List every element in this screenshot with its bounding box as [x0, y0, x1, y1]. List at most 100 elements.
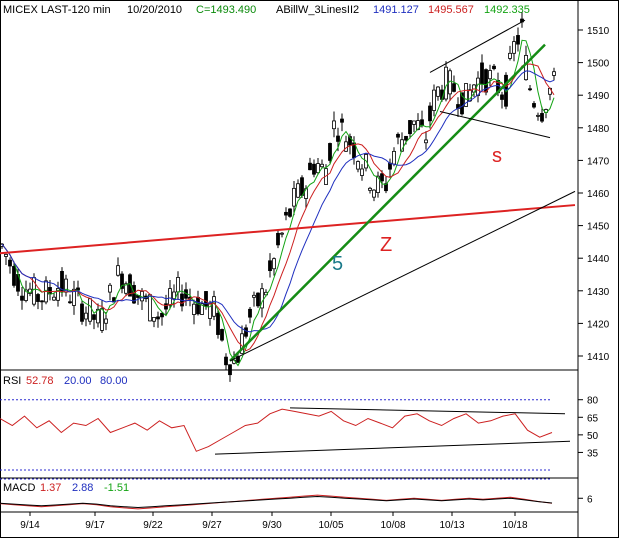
candle-body: [368, 187, 372, 191]
candle-body: [488, 70, 492, 80]
annotation-five: 5: [332, 253, 343, 275]
price-tick-label: 1410: [587, 352, 610, 363]
candle-body: [432, 89, 436, 111]
candle-body: [380, 173, 384, 182]
header-date: 10/20/2010: [127, 4, 182, 16]
candle-body: [316, 163, 320, 174]
candle-body: [284, 211, 288, 216]
candle-body: [156, 316, 160, 320]
candle-body: [424, 139, 428, 144]
price-tick-label: 1450: [587, 222, 610, 233]
price-tick-label: 1460: [587, 189, 610, 200]
candle-body: [400, 139, 404, 152]
rsi-upper-trend: [289, 407, 566, 415]
candle-body: [216, 312, 220, 335]
candle-body: [516, 35, 520, 45]
candle-body: [40, 300, 44, 303]
candle-body: [240, 333, 244, 354]
price-tick-label: 1490: [587, 91, 610, 102]
candle-body: [204, 291, 208, 307]
candle-body: [280, 232, 284, 235]
candle-body: [512, 41, 516, 54]
candle-body: [108, 284, 112, 293]
candle-body: [72, 288, 76, 306]
candle-body: [92, 314, 96, 320]
ma-red-line: [1, 63, 555, 352]
candle-body: [88, 298, 92, 322]
candle-body: [100, 308, 104, 331]
candle-body: [408, 120, 412, 135]
price-grid: [578, 29, 583, 357]
price-tick-label: 1440: [587, 254, 610, 265]
candle-body: [348, 136, 352, 146]
channel-upper: [429, 19, 526, 73]
candle-body: [344, 141, 348, 152]
x-tick-label: 9/22: [143, 520, 163, 531]
macd-legend-signal: 2.88: [72, 482, 93, 494]
macd-tick-label: 6: [587, 494, 593, 505]
candle-body: [336, 135, 340, 142]
candle-body: [224, 356, 228, 366]
candle-body: [56, 288, 60, 301]
trendline-lower-channel: [229, 190, 576, 362]
candle-body: [12, 266, 16, 286]
candle-body: [308, 162, 312, 171]
candle-body: [300, 177, 304, 196]
trendline-red: [0, 204, 576, 255]
header-line3: 1492.335: [484, 4, 530, 16]
candle-body: [148, 294, 152, 322]
candle-body: [152, 317, 156, 322]
candle-body: [276, 232, 280, 246]
x-tick-label: 9/17: [85, 520, 105, 531]
x-axis-ticks: 9/14 9/17 9/22 9/27 9/30 10/05 10/08 10/13 10/18: [20, 512, 528, 531]
macd-legend-hist: -1.51: [104, 482, 129, 494]
candle-body: [68, 301, 72, 304]
candle-body: [444, 66, 448, 100]
candle-body: [436, 86, 440, 97]
candle-body: [412, 120, 416, 125]
candle-body: [168, 288, 172, 306]
candle-body: [296, 183, 300, 198]
annotation-z: Z: [380, 234, 392, 256]
candle-body: [492, 65, 496, 70]
candle-body: [460, 92, 464, 115]
candle-body: [36, 294, 40, 302]
x-tick-label: 10/18: [502, 520, 527, 531]
trendline-green: [229, 43, 546, 362]
candle-body: [8, 259, 12, 267]
candle-body: [220, 329, 224, 341]
macd-signal-line: [0, 495, 553, 509]
rsi-legend-low: 20.00: [64, 375, 92, 387]
candle-body: [260, 288, 264, 309]
candle-body: [372, 189, 376, 198]
candle-body: [116, 265, 120, 276]
candle-body: [552, 71, 556, 76]
candle-body: [528, 88, 532, 91]
candle-body: [524, 55, 528, 81]
candle-body: [292, 187, 296, 207]
candle-body: [396, 133, 400, 138]
candle-body: [24, 289, 28, 301]
candle-body: [200, 303, 204, 315]
rsi-legend-high: 80.00: [100, 375, 128, 387]
x-tick-label: 10/08: [380, 520, 405, 531]
candle-body: [228, 364, 232, 376]
candle-body: [328, 143, 332, 161]
candle-body: [196, 296, 200, 315]
header-close: C=1493.490: [196, 4, 256, 16]
candle-body: [312, 163, 316, 175]
price-tick-label: 1480: [587, 124, 610, 135]
candle-body: [392, 150, 396, 165]
channel-lower: [439, 111, 551, 139]
x-tick-label: 9/14: [20, 520, 40, 531]
candle-body: [464, 83, 468, 107]
candle-body: [404, 135, 408, 141]
macd-layer: 6: [0, 478, 593, 510]
candle-body: [172, 291, 176, 300]
candle-body: [420, 119, 424, 126]
candle-body: [128, 274, 132, 297]
ma-blue-line: [1, 70, 555, 333]
x-tick-label: 10/05: [318, 520, 343, 531]
candle-body: [20, 295, 24, 301]
